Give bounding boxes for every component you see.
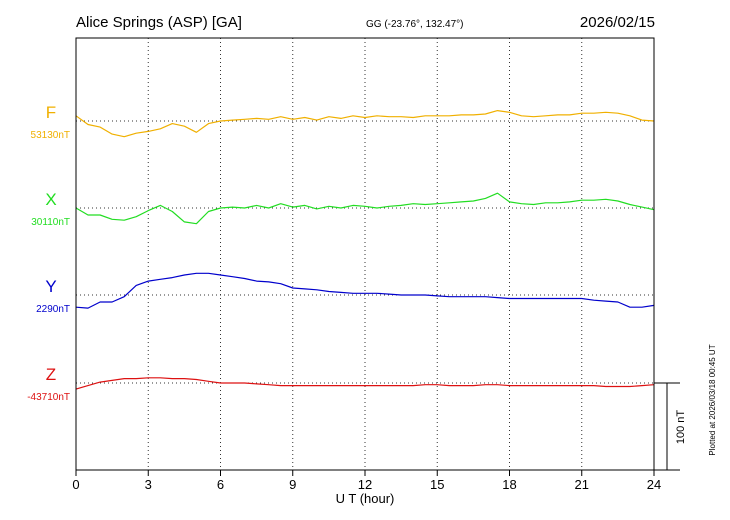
series-labels: F 53130nT X 30110nT Y 2290nT Z -43710nT [27, 103, 70, 403]
x-tick-label: 9 [289, 477, 296, 492]
x-axis-ticks: 0 3 6 9 12 15 18 21 24 [72, 470, 661, 492]
series-line-z [75, 377, 655, 390]
series-baseline-z: -43710nT [27, 392, 70, 403]
series-lines [75, 109, 655, 390]
series-baseline-x: 30110nT [31, 217, 70, 228]
series-baselines [76, 120, 654, 384]
station-coordinates: GG (-23.76°, 132.47°) [366, 19, 464, 30]
series-name-f: F [46, 103, 56, 122]
plotted-timestamp: Plotted at 2026/03/18 00:45 UT [708, 344, 717, 455]
series-baseline-y: 2290nT [36, 304, 70, 315]
series-baseline-f: 53130nT [31, 130, 70, 141]
x-tick-label: 12 [358, 477, 372, 492]
series-name-y: Y [45, 277, 56, 296]
x-tick-label: 15 [430, 477, 444, 492]
x-tick-label: 21 [575, 477, 589, 492]
scale-bar-label: 100 nT [675, 410, 687, 445]
x-tick-label: 18 [502, 477, 516, 492]
series-line-x [75, 192, 655, 225]
chart-date: 2026/02/15 [580, 14, 655, 31]
station-title: Alice Springs (ASP) [GA] [76, 14, 242, 31]
chart-grid [147, 38, 583, 470]
x-tick-label: 6 [217, 477, 224, 492]
x-tick-label: 0 [72, 477, 79, 492]
series-line-f [75, 109, 655, 138]
scale-bar: 100 nT [654, 382, 687, 471]
x-tick-label: 3 [145, 477, 152, 492]
x-tick-label: 24 [647, 477, 661, 492]
series-name-z: Z [46, 365, 56, 384]
series-name-x: X [45, 190, 56, 209]
series-line-y [75, 272, 655, 309]
x-axis-title: U T (hour) [336, 491, 395, 506]
